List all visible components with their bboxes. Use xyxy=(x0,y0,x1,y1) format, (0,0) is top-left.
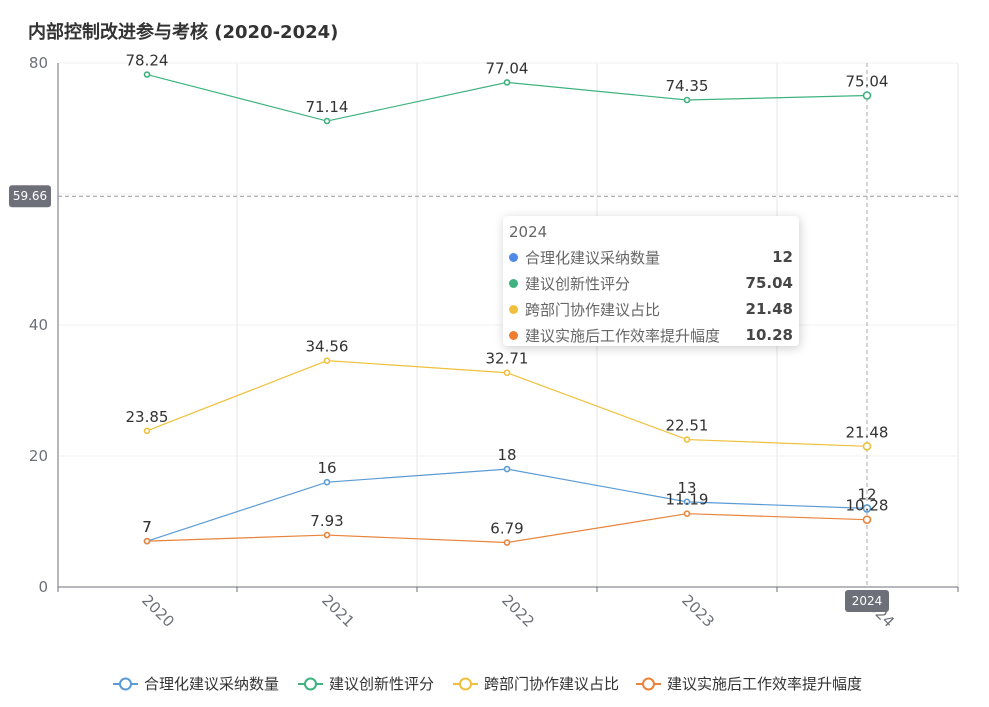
x-axis: 2020 2021 2022 2023 2024 xyxy=(57,586,959,631)
data-point xyxy=(683,498,691,506)
tooltip: 2024 合理化建议采纳数量 12 建议创新性评分 75.04 跨部门协作建议占… xyxy=(503,216,799,346)
data-point xyxy=(683,96,691,104)
tooltip-series-name: 合理化建议采纳数量 xyxy=(525,248,661,267)
legend-marker-icon xyxy=(304,677,317,691)
tooltip-series-value: 75.04 xyxy=(745,274,793,292)
y-tick-label: 80 xyxy=(29,54,48,72)
data-point xyxy=(143,427,151,435)
data-label: 34.56 xyxy=(306,338,349,356)
series-dot-icon xyxy=(509,304,518,314)
tooltip-series-name: 跨部门协作建议占比 xyxy=(525,300,661,319)
tooltip-row: 建议实施后工作效率提升幅度 10.28 xyxy=(509,322,793,348)
x-tick-label: 2021 xyxy=(318,591,358,631)
series-dot-icon xyxy=(509,252,518,262)
data-label: 11.19 xyxy=(666,491,709,509)
data-point xyxy=(862,504,872,513)
tooltip-series-name: 建议实施后工作效率提升幅度 xyxy=(525,326,721,345)
legend-item[interactable]: 跨部门协作建议占比 xyxy=(453,675,619,693)
y-axis: 020406080 xyxy=(29,54,59,596)
data-point xyxy=(862,515,872,524)
data-label: 75.04 xyxy=(846,72,889,90)
data-label: 16 xyxy=(317,459,336,477)
pointer-x-label-box xyxy=(845,590,889,612)
data-point xyxy=(323,357,331,364)
tooltip-title: 2024 xyxy=(509,223,548,241)
data-label: 10.28 xyxy=(846,497,889,515)
data-label: 7 xyxy=(142,518,152,536)
legend-marker-icon xyxy=(459,677,472,691)
data-label: 22.51 xyxy=(666,417,709,435)
data-label: 21.48 xyxy=(846,423,889,441)
legend-marker-icon xyxy=(642,677,655,691)
series-dot-icon xyxy=(509,330,518,340)
chart-title: 内部控制改进参与考核 (2020-2024) xyxy=(28,21,338,43)
data-point xyxy=(683,436,691,443)
data-label: 23.85 xyxy=(126,408,169,426)
data-label: 13 xyxy=(677,479,696,497)
tooltip-series-value: 21.48 xyxy=(745,300,793,318)
data-point xyxy=(143,537,151,545)
data-point xyxy=(503,465,511,473)
tooltip-series-value: 10.28 xyxy=(745,326,793,344)
x-tick-label: 2023 xyxy=(678,591,718,631)
data-labels: 7 16 18 13 12 78.24 71.14 77.04 74.35 75.04 23.85 3… xyxy=(126,52,889,538)
x-tick-label: 2020 xyxy=(138,591,178,631)
data-label: 12 xyxy=(857,485,876,503)
data-point xyxy=(862,442,872,451)
y-tick-label: 0 xyxy=(38,578,48,596)
axis-pointer: 59.66 2024 xyxy=(9,63,958,612)
tooltip-row: 建议创新性评分 75.04 xyxy=(509,270,793,296)
data-point xyxy=(323,117,331,125)
legend-label: 跨部门协作建议占比 xyxy=(484,675,619,693)
pointer-y-label: 59.66 xyxy=(13,189,47,203)
legend-item[interactable]: 建议创新性评分 xyxy=(298,675,434,693)
data-point xyxy=(862,91,872,100)
data-point xyxy=(143,71,151,78)
legend-marker-icon xyxy=(119,677,132,691)
tooltip-series-name: 建议创新性评分 xyxy=(525,274,631,293)
data-point xyxy=(323,531,331,539)
legend-label: 合理化建议采纳数量 xyxy=(144,675,279,693)
data-point xyxy=(503,79,511,86)
data-point xyxy=(503,539,511,546)
tooltip-row: 合理化建议采纳数量 12 xyxy=(509,244,793,270)
legend-item[interactable]: 建议实施后工作效率提升幅度 xyxy=(636,675,862,693)
data-label: 78.24 xyxy=(126,52,169,70)
data-label: 6.79 xyxy=(490,520,523,538)
legend[interactable]: 合理化建议采纳数量 建议创新性评分 跨部门协作建议占比 建议实施后工作效率提升幅度 xyxy=(113,675,862,693)
data-label: 7.93 xyxy=(310,512,343,530)
y-tick-label: 20 xyxy=(29,447,48,465)
legend-label: 建议创新性评分 xyxy=(329,675,434,693)
tooltip-series-value: 12 xyxy=(772,248,793,266)
tooltip-row: 跨部门协作建议占比 21.48 xyxy=(509,296,793,322)
legend-label: 建议实施后工作效率提升幅度 xyxy=(667,675,862,693)
series-dot-icon xyxy=(509,278,518,288)
series-group xyxy=(143,71,872,546)
data-label: 74.35 xyxy=(666,77,709,95)
data-label: 71.14 xyxy=(306,98,349,116)
x-tick-label: 2022 xyxy=(498,591,538,631)
data-point xyxy=(683,510,691,518)
data-label: 7 xyxy=(142,518,152,536)
pointer-y-label-box xyxy=(9,185,51,208)
data-point xyxy=(503,369,511,377)
pointer-x-label: 2024 xyxy=(852,594,883,608)
data-label: 18 xyxy=(497,446,516,464)
data-label: 32.71 xyxy=(486,350,529,368)
data-point xyxy=(323,478,331,486)
y-tick-label: 40 xyxy=(29,316,48,334)
data-label: 77.04 xyxy=(486,59,529,77)
legend-item[interactable]: 合理化建议采纳数量 xyxy=(113,675,279,693)
